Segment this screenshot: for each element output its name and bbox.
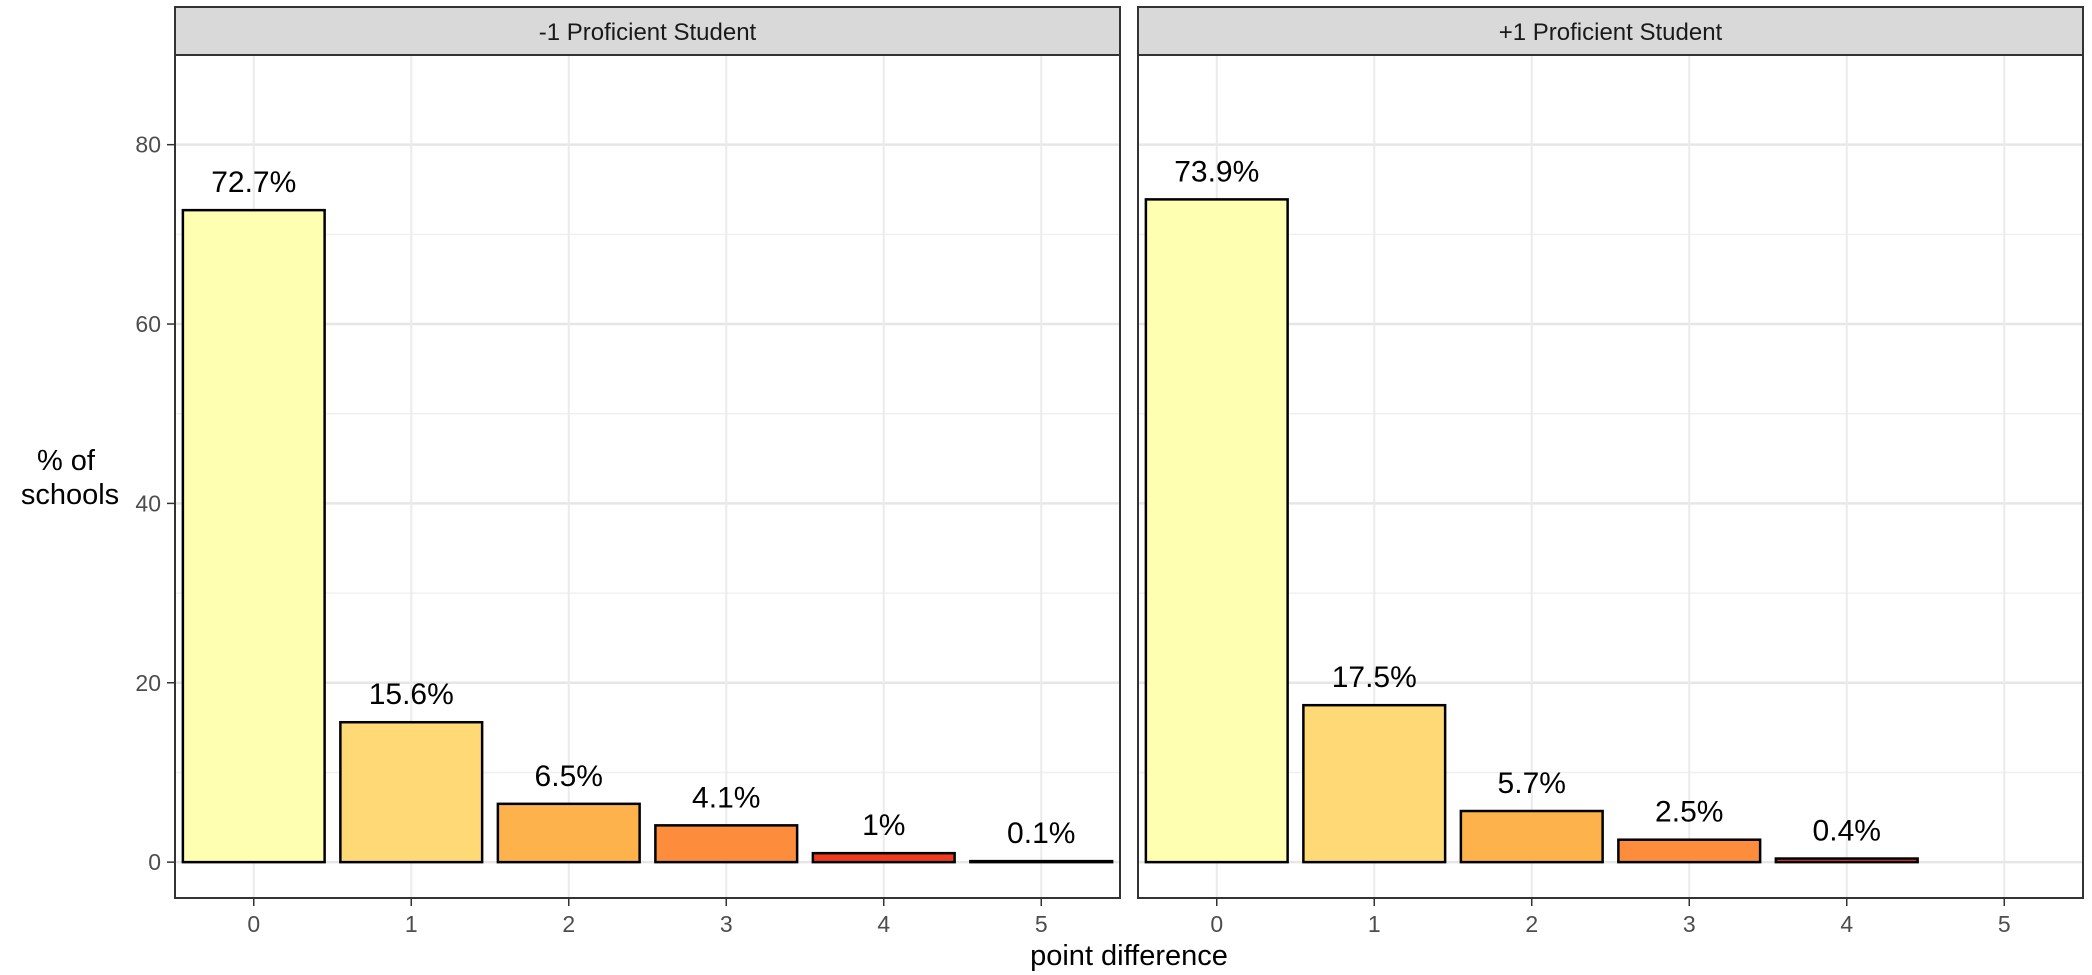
- bar-value-label: 15.6%: [369, 678, 454, 711]
- bar: [496, 802, 641, 864]
- x-tick-label: 0: [247, 911, 260, 937]
- y-tick-label: 60: [135, 311, 161, 337]
- y-axis-title-line-1: % of: [37, 445, 96, 477]
- x-tick-label: 5: [1035, 911, 1048, 937]
- x-tick-label: 1: [1368, 911, 1381, 937]
- bar: [339, 720, 484, 864]
- x-tick-label: 2: [562, 911, 575, 937]
- bar-value-label: 0.1%: [1007, 817, 1075, 850]
- x-tick-label: 1: [405, 911, 418, 937]
- x-tick-label: 2: [1525, 911, 1538, 937]
- y-tick-label: 40: [135, 490, 161, 516]
- y-axis-title: % of schools: [21, 445, 119, 511]
- x-tick-label: 0: [1210, 911, 1223, 937]
- facet-strip: [174, 6, 1121, 56]
- bar-value-label: 17.5%: [1332, 661, 1417, 694]
- panel-background: [175, 55, 1120, 898]
- bar-value-label: 2.5%: [1655, 796, 1723, 829]
- bar: [1144, 198, 1289, 864]
- bar: [654, 824, 799, 864]
- bar: [1617, 838, 1762, 864]
- facet-strip-label: +1 Proficient Student: [1499, 19, 1723, 46]
- facet-strip-label: -1 Proficient Student: [539, 19, 757, 46]
- bar-value-label: 6.5%: [535, 760, 603, 793]
- bar-value-label: 1%: [862, 809, 905, 842]
- x-axis-title: point difference: [1030, 940, 1228, 972]
- panel-background: [1138, 55, 2083, 898]
- chart-panel: 73.9% 17.5% 5.7% 2.5% 0.4% +1 Proficient Stud…: [1137, 6, 2084, 937]
- y-tick-label: 80: [135, 132, 161, 158]
- bar: [1302, 703, 1447, 864]
- y-axis-title-line-2: schools: [21, 479, 119, 511]
- facet-strip: [1137, 6, 2084, 56]
- x-tick-label: 4: [877, 911, 890, 937]
- y-tick-label: 0: [148, 849, 161, 875]
- x-tick-label: 5: [1998, 911, 2011, 937]
- y-tick-label: 20: [135, 670, 161, 696]
- bar: [1774, 857, 1919, 864]
- bar-value-label: 72.7%: [211, 166, 296, 199]
- x-tick-label: 3: [720, 911, 733, 937]
- x-tick-label: 3: [1683, 911, 1696, 937]
- chart-panel: 72.7% 15.6% 6.5% 4.1% 1% 0.1% -1 Proficient St…: [174, 6, 1121, 937]
- bar-value-label: 5.7%: [1498, 767, 1566, 800]
- bar: [811, 851, 956, 864]
- bar-value-label: 73.9%: [1174, 155, 1259, 188]
- bar: [181, 208, 326, 864]
- bar-value-label: 0.4%: [1813, 815, 1881, 848]
- bar: [1459, 809, 1604, 864]
- bar-value-label: 4.1%: [692, 781, 760, 814]
- x-tick-label: 4: [1840, 911, 1853, 937]
- bar: [969, 859, 1114, 864]
